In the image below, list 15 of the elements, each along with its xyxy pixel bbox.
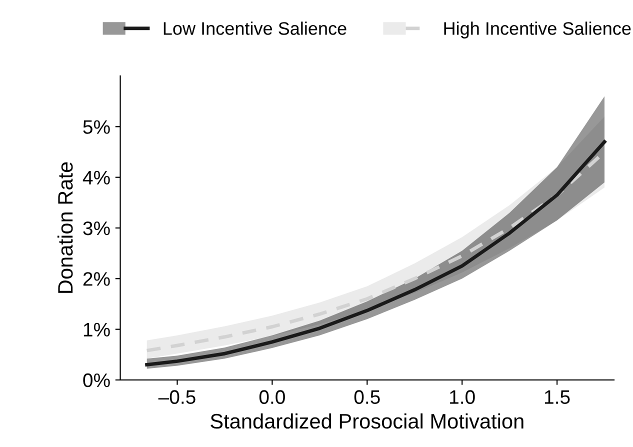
x-tick-label: 0.5 bbox=[354, 390, 380, 404]
y-tick-label: 0% bbox=[83, 373, 110, 388]
legend-label: Low Incentive Salience bbox=[164, 22, 346, 35]
y-tick-label: 2% bbox=[83, 272, 110, 286]
x-axis-title: Standardized Prosocial Motivation bbox=[210, 413, 524, 429]
x-tick-label: 1.0 bbox=[450, 390, 475, 404]
y-tick-label: 3% bbox=[83, 221, 110, 236]
y-tick-label: 1% bbox=[84, 322, 110, 336]
x-tick-label: 0.0 bbox=[259, 390, 285, 404]
y-tick-label: 5% bbox=[83, 120, 110, 134]
y-tick-label: 4% bbox=[82, 170, 110, 184]
legend-label: High Incentive Salience bbox=[444, 22, 631, 38]
y-axis-title: Donation Rate bbox=[57, 162, 73, 293]
x-tick-label: –0.5 bbox=[158, 390, 196, 404]
x-tick-label: 1.5 bbox=[545, 390, 570, 404]
